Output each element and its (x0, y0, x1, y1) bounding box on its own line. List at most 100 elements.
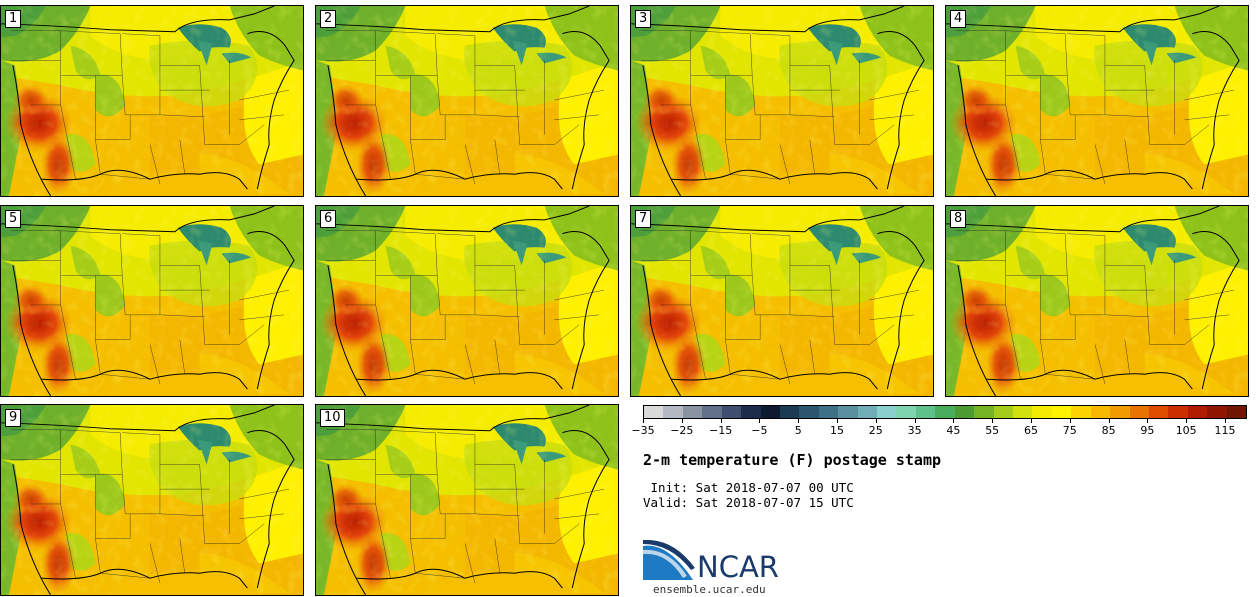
member-label: 9 (5, 409, 22, 427)
colorbar-segment (877, 406, 897, 418)
temperature-map (631, 6, 933, 196)
colorbar-tick (1031, 419, 1032, 423)
member-label: 6 (320, 210, 337, 228)
member-label: 7 (635, 210, 652, 228)
colorbar-segment (1168, 406, 1188, 418)
member-label: 4 (950, 10, 967, 28)
ensemble-member-map: 2 (315, 5, 619, 197)
ensemble-member-map: 7 (630, 205, 934, 397)
colorbar-segment (1226, 406, 1247, 418)
colorbar-segment (915, 406, 936, 418)
temperature-map (316, 6, 618, 196)
figure-title: 2-m temperature (F) postage stamp (643, 451, 942, 469)
valid-time: Valid: Sat 2018-07-07 15 UTC (643, 495, 854, 510)
temperature-map (1, 6, 303, 196)
colorbar-segment (741, 406, 761, 418)
colorbar-segment (682, 406, 703, 418)
colorbar-tick-label: 55 (985, 424, 1000, 437)
colorbar-tick-label: 75 (1062, 424, 1077, 437)
colorbar-tick (798, 419, 800, 423)
colorbar-segment (1013, 406, 1033, 418)
temperature-map (946, 206, 1248, 396)
colorbar-tick-label: −25 (670, 424, 694, 437)
member-label: 8 (950, 210, 967, 228)
colorbar-segment (799, 406, 819, 418)
colorbar-tick (1069, 419, 1071, 423)
colorbar (643, 405, 1247, 419)
colorbar-tick-label: 15 (830, 424, 844, 437)
ensemble-member-map: 3 (630, 5, 934, 197)
ensemble-member-map: 4 (945, 5, 1249, 197)
colorbar-segment (760, 406, 780, 418)
colorbar-segment (1129, 406, 1149, 418)
colorbar-tick-label: 65 (1024, 424, 1038, 437)
member-label: 5 (5, 210, 22, 228)
colorbar-tick (720, 419, 722, 423)
ensemble-member-map: 6 (315, 205, 619, 397)
colorbar-tick (1147, 419, 1149, 423)
colorbar-tick-label: 25 (868, 424, 883, 437)
colorbar-tick (759, 419, 761, 423)
colorbar-tick (1225, 419, 1226, 423)
colorbar-segment (935, 406, 955, 418)
temperature-map (316, 206, 618, 396)
ncar-logo (643, 540, 695, 580)
colorbar-segment (663, 406, 683, 418)
colorbar-tick (837, 419, 838, 423)
colorbar-segment (974, 406, 994, 418)
colorbar-segment (779, 406, 800, 418)
ensemble-member-map: 8 (945, 205, 1249, 397)
colorbar-tick (643, 419, 644, 423)
colorbar-segment (838, 406, 858, 418)
colorbar-tick-label: 85 (1101, 424, 1116, 437)
colorbar-segment (1187, 406, 1208, 418)
colorbar-tick (1108, 419, 1110, 423)
colorbar-segment (896, 406, 916, 418)
colorbar-segment (1090, 406, 1111, 418)
colorbar-segment (721, 406, 742, 418)
colorbar-segment (993, 406, 1014, 418)
member-label: 10 (320, 409, 345, 427)
colorbar-tick (953, 419, 955, 423)
colorbar-ticks: −35 −25 −15 −5 5 15 25 35 45 55 65 75 85 95 105 115 (631, 419, 1247, 439)
ensemble-member-map: 5 (0, 205, 304, 397)
colorbar-tick (1186, 419, 1188, 423)
init-time: Init: Sat 2018-07-07 00 UTC (643, 480, 854, 495)
temperature-map (631, 206, 933, 396)
colorbar-segment (818, 406, 839, 418)
member-label: 3 (635, 10, 652, 28)
colorbar-segment (954, 406, 975, 418)
ncar-wordmark: NCAR (697, 550, 779, 584)
colorbar-tick (914, 419, 916, 423)
colorbar-segment (1207, 406, 1227, 418)
colorbar-segment (857, 406, 878, 418)
temperature-map (1, 206, 303, 396)
colorbar-segment (644, 406, 664, 418)
member-label: 2 (320, 10, 337, 28)
colorbar-tick (681, 419, 683, 423)
colorbar-segment (1051, 406, 1072, 418)
temperature-map (946, 6, 1248, 196)
colorbar-tick (875, 419, 877, 423)
colorbar-tick-label: −35 (631, 424, 655, 437)
ensemble-member-map: 1 (0, 5, 304, 197)
colorbar-tick-label: 35 (907, 424, 922, 437)
colorbar-tick-label: 115 (1214, 424, 1236, 437)
temperature-map (1, 405, 303, 595)
temperature-map (316, 405, 618, 595)
ensemble-member-map: 9 (0, 404, 304, 596)
logo-url: ensemble.ucar.edu (653, 583, 766, 596)
colorbar-segment (702, 406, 722, 418)
colorbar-tick-label: 95 (1140, 424, 1155, 437)
colorbar-tick-label: −15 (708, 424, 733, 437)
colorbar-segment (1148, 406, 1169, 418)
ensemble-member-map: 10 (315, 404, 619, 596)
colorbar-tick-label: 45 (946, 424, 961, 437)
colorbar-tick-label: 5 (794, 424, 802, 437)
colorbar-tick (992, 419, 994, 423)
colorbar-segment (1110, 406, 1130, 418)
colorbar-tick-label: 105 (1175, 424, 1197, 437)
colorbar-segment (1032, 406, 1052, 418)
member-label: 1 (5, 10, 22, 28)
colorbar-tick-label: −5 (751, 424, 768, 437)
